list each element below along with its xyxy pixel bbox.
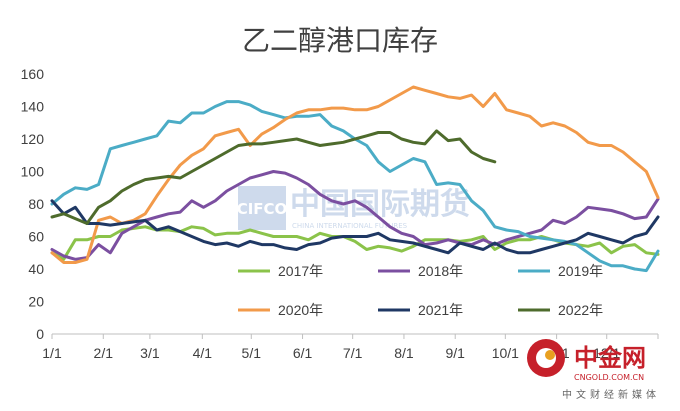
legend: 2017年 2018年 2019年 2020年 2021年 2022年	[238, 263, 603, 318]
legend-label: 2017年	[278, 263, 323, 279]
y-tick-label: 0	[36, 326, 44, 342]
x-tick-label: 6/1	[293, 345, 313, 361]
x-tick-label: 10/1	[492, 345, 519, 361]
series-line-2021年	[50, 199, 660, 255]
x-tick-label: 9/1	[445, 345, 465, 361]
cifco-watermark-en: CIFCO	[237, 200, 288, 218]
cngold-logo-tagline: 中文财经新媒体	[562, 388, 660, 401]
cngold-logo-url: CNGOLD.COM.CN	[574, 373, 644, 382]
x-tick-label: 12/1	[593, 345, 620, 361]
axes: 0 20 40 60 80 100 120 140 160 1/1 2/1 3/1 4/1 5/1 6/1 7…	[21, 66, 659, 361]
x-tick-label: 7/1	[343, 345, 363, 361]
y-tick-label: 80	[28, 196, 44, 212]
y-tick-label: 20	[28, 294, 44, 310]
series-line-2020年	[50, 85, 660, 264]
cifco-watermark: CIFCO 中国国际期货 CHINA INTERNATIONAL FUTURES	[237, 186, 470, 230]
y-tick-label: 40	[28, 261, 44, 277]
x-tick-label: 4/1	[193, 345, 213, 361]
legend-label: 2018年	[418, 263, 463, 279]
y-tick-label: 140	[21, 99, 45, 115]
cngold-logo-name: 中金网	[574, 344, 646, 372]
legend-label: 2022年	[558, 302, 603, 318]
series-lines	[50, 85, 660, 273]
cifco-watermark-box	[238, 186, 286, 230]
cngold-logo: 中金网 CNGOLD.COM.CN 中文财经新媒体	[527, 339, 660, 401]
legend-label: 2020年	[278, 302, 323, 318]
y-tick-label: 60	[28, 229, 44, 245]
series-line-2022年	[50, 129, 497, 225]
x-tick-label: 2/1	[94, 345, 114, 361]
x-tick-label: 3/1	[140, 345, 160, 361]
legend-label: 2021年	[418, 302, 463, 318]
x-tick-label: 8/1	[394, 345, 414, 361]
y-tick-label: 160	[21, 66, 45, 82]
y-tick-label: 120	[21, 131, 45, 147]
cifco-watermark-sub: CHINA INTERNATIONAL FUTURES	[292, 222, 408, 230]
y-tick-label: 100	[21, 164, 45, 180]
x-tick-label: 1/1	[42, 345, 62, 361]
series-line-2018年	[50, 170, 660, 261]
legend-label: 2019年	[558, 263, 603, 279]
x-tick-label: 5/1	[242, 345, 262, 361]
chart-title: 乙二醇港口库存	[242, 24, 438, 57]
cngold-logo-emblem-dot	[545, 350, 555, 360]
